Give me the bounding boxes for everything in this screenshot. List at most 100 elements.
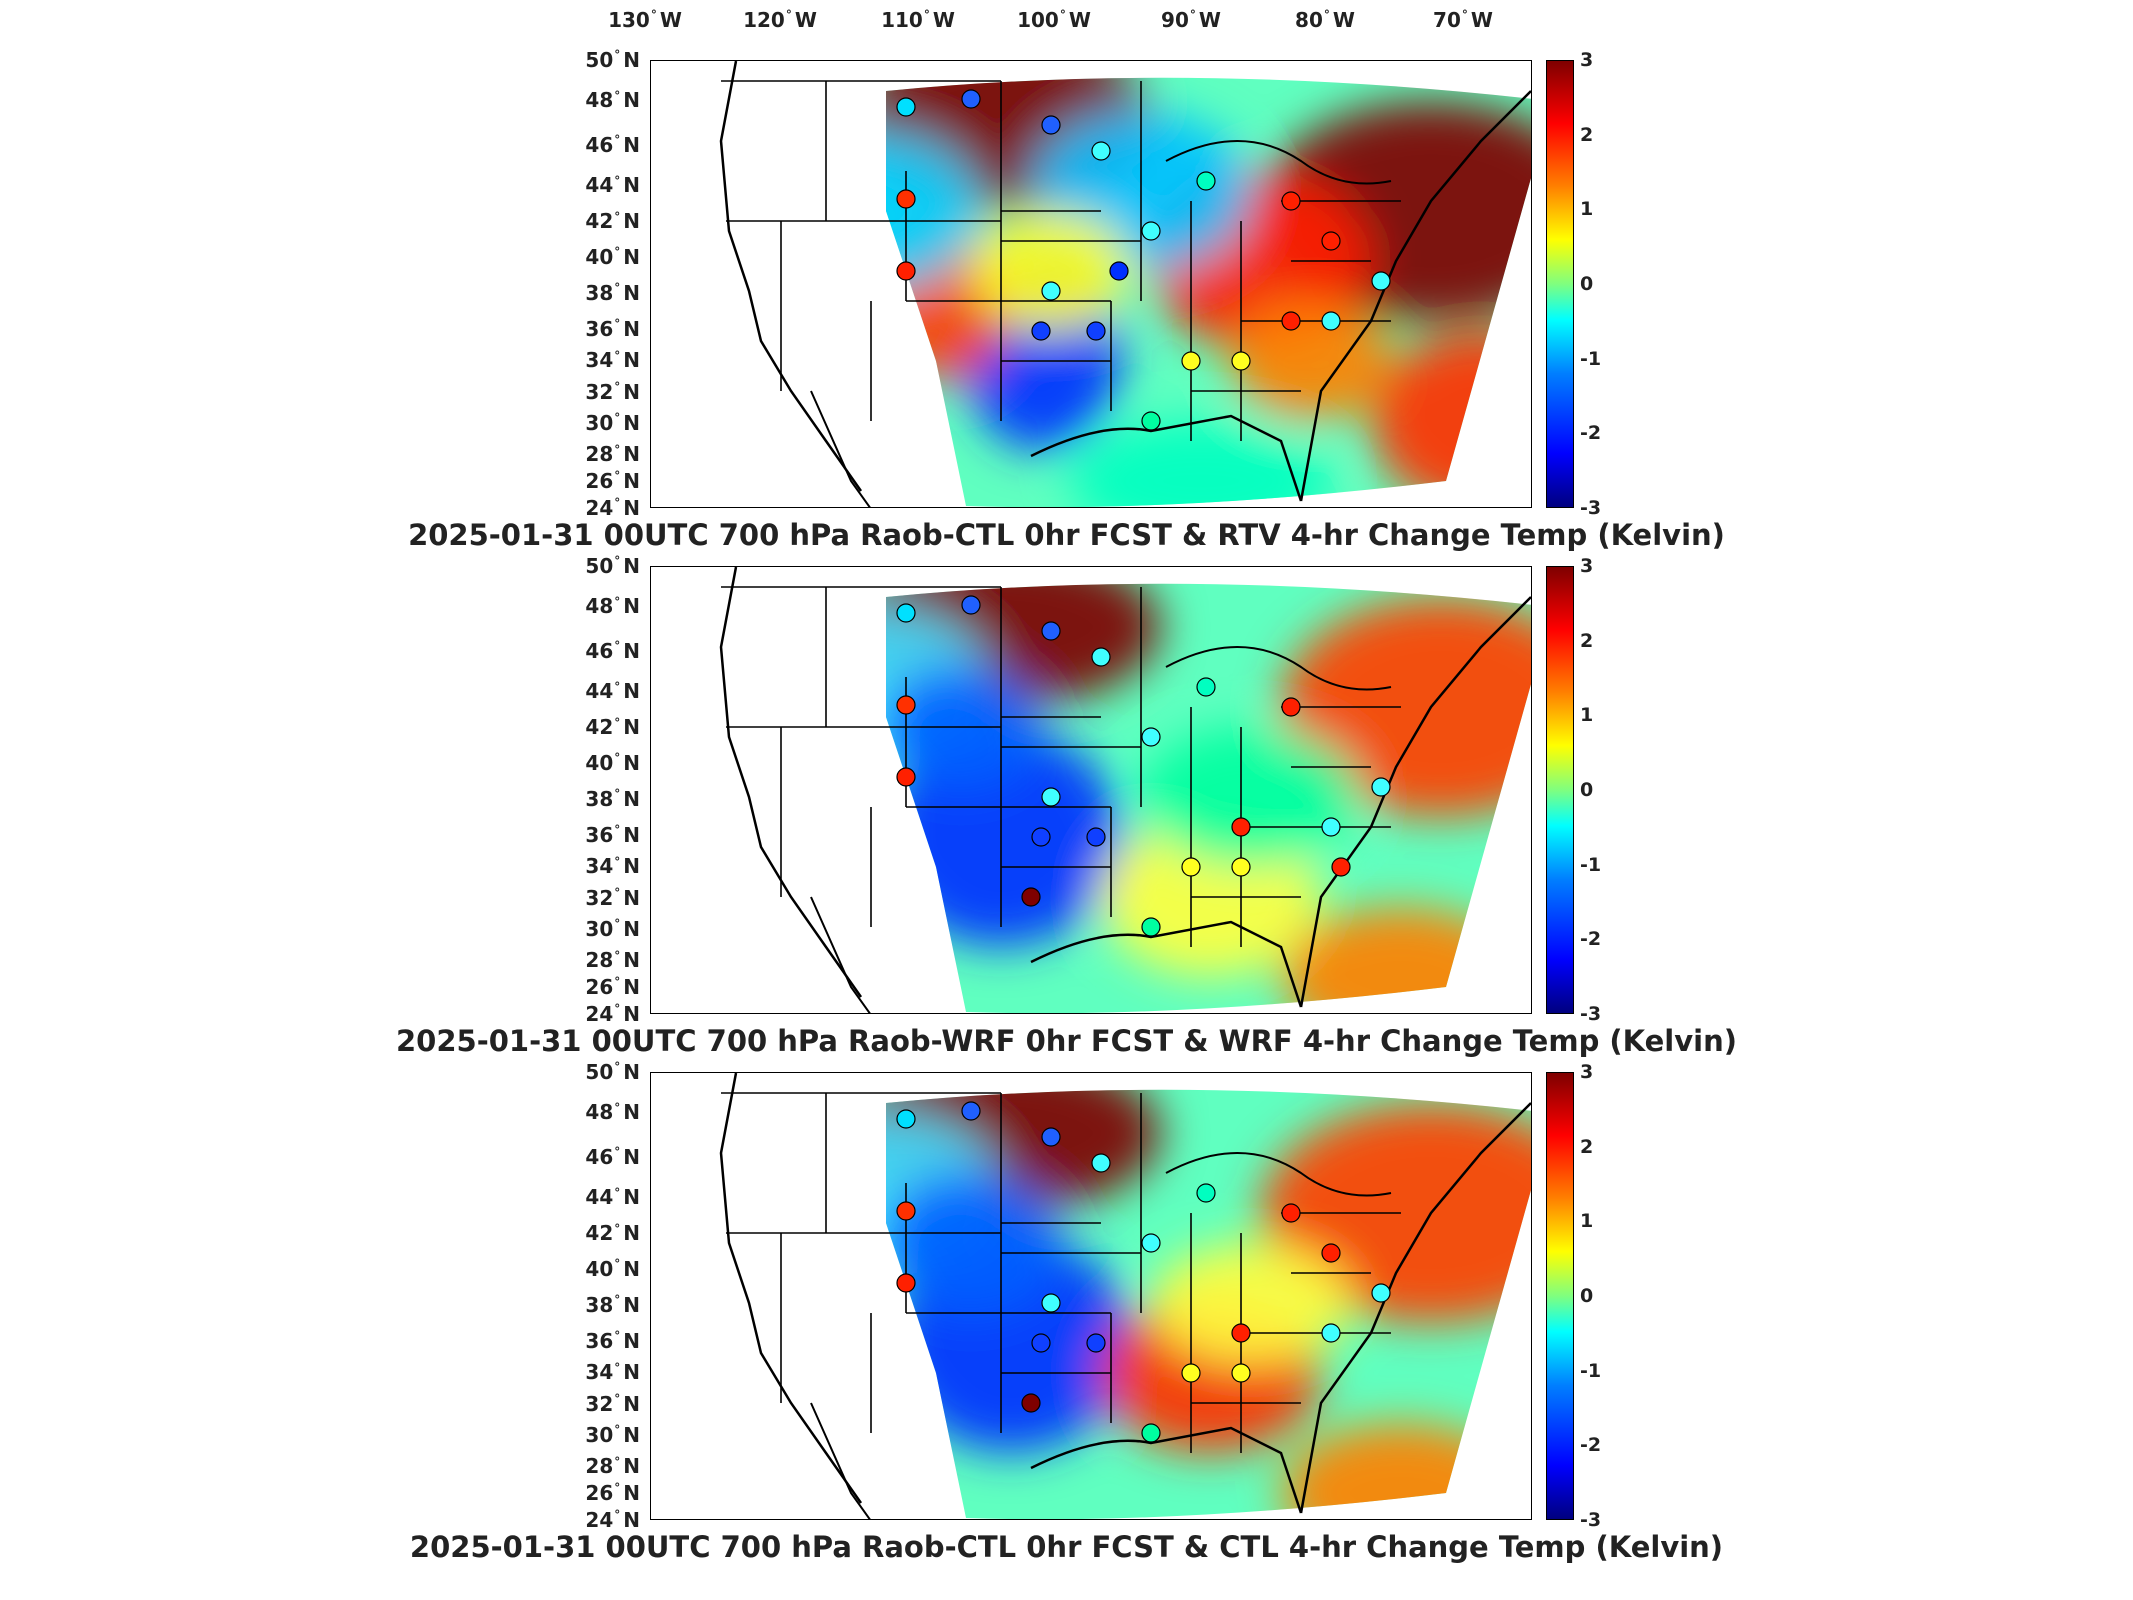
degree-symbol: ° [650, 8, 657, 23]
lat-label-degrees: 50 [585, 1060, 614, 1084]
lat-label: 36° N [560, 317, 640, 341]
lat-label-hemisphere: N [623, 379, 640, 404]
colorbar-tick-label: 3 [1580, 555, 1594, 577]
degree-symbol: ° [614, 1145, 621, 1160]
lat-label-hemisphere: N [623, 316, 640, 341]
degree-symbol: ° [1323, 8, 1330, 23]
lat-label-hemisphere: N [623, 854, 640, 879]
lat-label: 30° N [560, 1423, 640, 1447]
lat-label: 32° N [560, 886, 640, 910]
degree-symbol: ° [614, 173, 621, 188]
temperature-map [719, 567, 1531, 1013]
lat-label-degrees: 36 [585, 822, 614, 847]
degree-symbol: ° [614, 379, 621, 394]
raob-station-marker [1041, 1293, 1061, 1313]
raob-station-marker [1041, 115, 1061, 135]
raob-station-marker [1231, 857, 1251, 877]
lat-label: 40° N [560, 751, 640, 775]
raob-station-marker [1181, 351, 1201, 371]
colorbar-tick-label: 0 [1580, 779, 1594, 801]
colorbar-tick-label: -1 [1580, 1359, 1602, 1382]
lat-label-degrees: 32 [585, 1391, 614, 1416]
lat-label: 48° N [560, 88, 640, 112]
lat-label: 46° N [560, 1145, 640, 1169]
raob-station-marker [1141, 917, 1161, 937]
colorbar-tick-label: -1 [1580, 853, 1602, 876]
lon-label-hemisphere: W [659, 8, 682, 32]
raob-station-marker [1281, 311, 1301, 331]
lat-label-degrees: 30 [585, 1422, 614, 1447]
degree-symbol: ° [1461, 8, 1468, 23]
lat-label: 34° N [560, 1360, 640, 1384]
lat-label: 40° N [560, 245, 640, 269]
degree-symbol: ° [614, 854, 621, 869]
colorbar-tick-label: -3 [1580, 1509, 1602, 1531]
degree-symbol: ° [614, 948, 621, 963]
lat-label-hemisphere: N [623, 48, 640, 72]
raob-station-marker [1371, 777, 1391, 797]
lat-label: 50° N [560, 1060, 640, 1084]
raob-station-marker [1041, 621, 1061, 641]
degree-symbol: ° [614, 469, 621, 484]
degree-symbol: ° [614, 48, 621, 63]
lon-label-hemisphere: W [1068, 8, 1091, 32]
raob-station-marker [1321, 817, 1341, 837]
lat-label: 44° N [560, 173, 640, 197]
raob-station-marker [1321, 311, 1341, 331]
raob-station-marker [1281, 191, 1301, 211]
raob-station-marker [1331, 857, 1351, 877]
raob-station-marker [1031, 827, 1051, 847]
lat-label: 26° N [560, 975, 640, 999]
colorbar [1546, 1072, 1574, 1520]
raob-station-marker [1371, 1283, 1391, 1303]
colorbar-tick-label: 1 [1580, 198, 1594, 221]
lat-label: 30° N [560, 411, 640, 435]
lat-label-hemisphere: N [623, 1002, 640, 1026]
degree-symbol: ° [614, 348, 621, 363]
raob-station-marker [1141, 727, 1161, 747]
lat-label-degrees: 34 [585, 348, 614, 373]
lat-label-degrees: 42 [585, 715, 614, 740]
colorbar-tick-label: -2 [1580, 1434, 1602, 1457]
lat-label: 44° N [560, 1185, 640, 1209]
degree-symbol: ° [614, 1329, 621, 1344]
colorbar-tick-label: 2 [1580, 123, 1594, 146]
lat-label-hemisphere: N [623, 496, 640, 520]
raob-station-marker [1021, 887, 1041, 907]
raob-station-marker [1281, 697, 1301, 717]
state-borders [719, 567, 1531, 1013]
lat-label: 28° N [560, 442, 640, 466]
lat-label: 28° N [560, 1454, 640, 1478]
degree-symbol: ° [614, 245, 621, 260]
lat-label: 42° N [560, 1221, 640, 1245]
degree-symbol: ° [614, 554, 621, 569]
raob-station-marker [1181, 857, 1201, 877]
lat-label-hemisphere: N [623, 88, 640, 113]
degree-symbol: ° [614, 1185, 621, 1200]
colorbar-tick-label: 1 [1580, 1210, 1594, 1233]
raob-station-marker [1196, 1183, 1216, 1203]
lat-label: 24° N [560, 1508, 640, 1532]
lat-label: 42° N [560, 209, 640, 233]
degree-symbol: ° [614, 885, 621, 900]
map-panel-3 [650, 1072, 1532, 1520]
raob-station-marker [1231, 1363, 1251, 1383]
lat-label-hemisphere: N [623, 469, 640, 494]
colorbar-tick-label: -3 [1580, 497, 1602, 519]
lon-label-degrees: 100 [1017, 8, 1059, 32]
lat-label: 46° N [560, 639, 640, 663]
lat-label-degrees: 28 [585, 442, 614, 467]
state-borders [719, 61, 1531, 507]
lat-label-hemisphere: N [623, 594, 640, 619]
lat-label: 32° N [560, 380, 640, 404]
lat-label-degrees: 40 [585, 751, 614, 776]
panel-title: 2025-01-31 00UTC 700 hPa Raob-CTL 0hr FC… [408, 518, 1725, 552]
degree-symbol: ° [614, 594, 621, 609]
lon-label-degrees: 80 [1295, 8, 1323, 32]
lat-label: 38° N [560, 281, 640, 305]
lat-label: 48° N [560, 1100, 640, 1124]
colorbar-tick-label: 2 [1580, 629, 1594, 652]
colorbar-tick-label: 3 [1580, 1061, 1594, 1083]
lat-label-degrees: 34 [585, 854, 614, 879]
temperature-map [719, 1073, 1531, 1519]
